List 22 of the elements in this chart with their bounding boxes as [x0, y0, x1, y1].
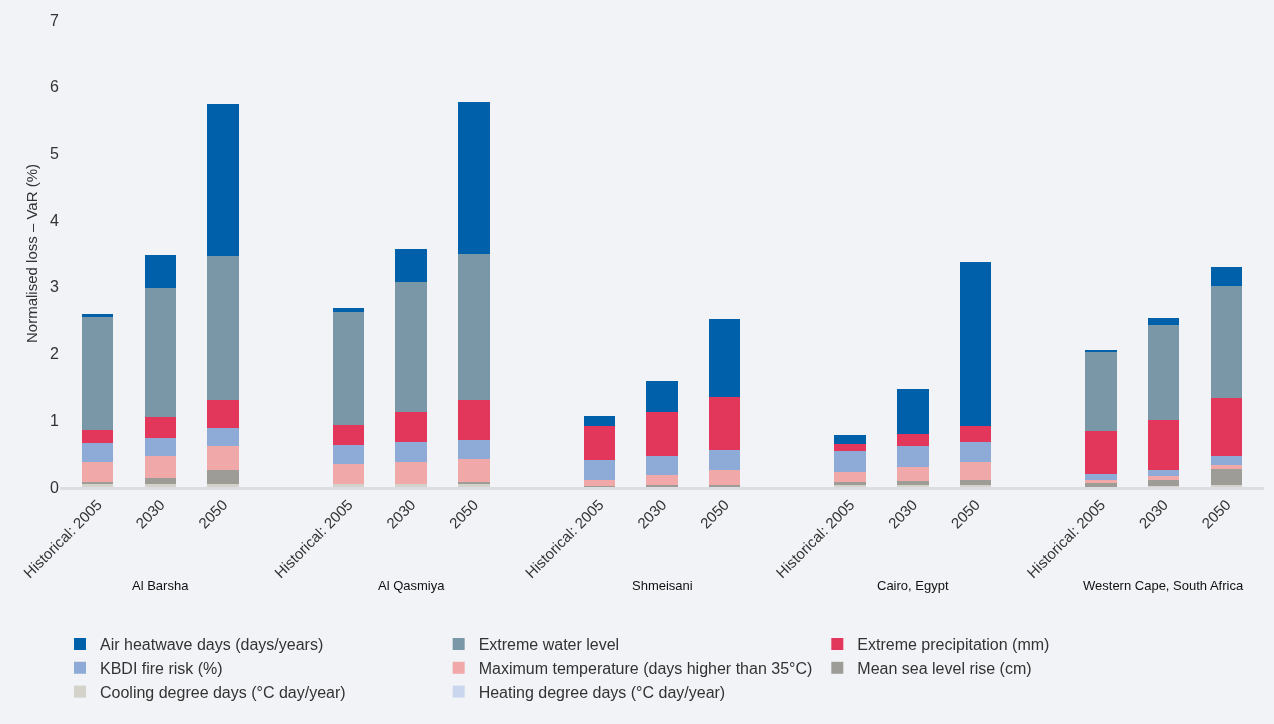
y-tick-label: 7: [50, 11, 60, 29]
y-tick-label: 2: [50, 345, 60, 363]
text: Western Cape, South Africa: [1083, 578, 1244, 593]
legend-label: Maximum temperature (days higher than 35°C): [478, 660, 813, 678]
legend-label: KBDI fire risk (%): [100, 660, 223, 678]
legend-label: Heating degree days (°C day/year): [478, 683, 726, 701]
legend-label: Extreme precipitation (mm): [857, 636, 1050, 654]
y-axis-title: Normalised loss – VaR (%): [23, 164, 41, 343]
y-tick-label: 3: [50, 278, 60, 296]
text: Shmeisani: [632, 578, 693, 593]
legend-label: Air heatwave days (days/years): [100, 636, 324, 654]
y-tick-label: 6: [50, 78, 60, 96]
text: Al Barsha: [132, 578, 190, 593]
legend-label: Extreme water level: [478, 636, 620, 654]
legend-label: Mean sea level rise (cm): [857, 660, 1032, 678]
text: Al Qasmiya: [378, 578, 446, 593]
legend-label: Cooling degree days (°C day/year): [100, 683, 346, 701]
text: Cairo, Egypt: [877, 578, 949, 593]
y-tick-label: 5: [50, 145, 60, 163]
y-tick-label: 0: [50, 478, 60, 496]
y-tick-label: 1: [50, 411, 60, 429]
y-tick-label: 4: [50, 211, 60, 229]
